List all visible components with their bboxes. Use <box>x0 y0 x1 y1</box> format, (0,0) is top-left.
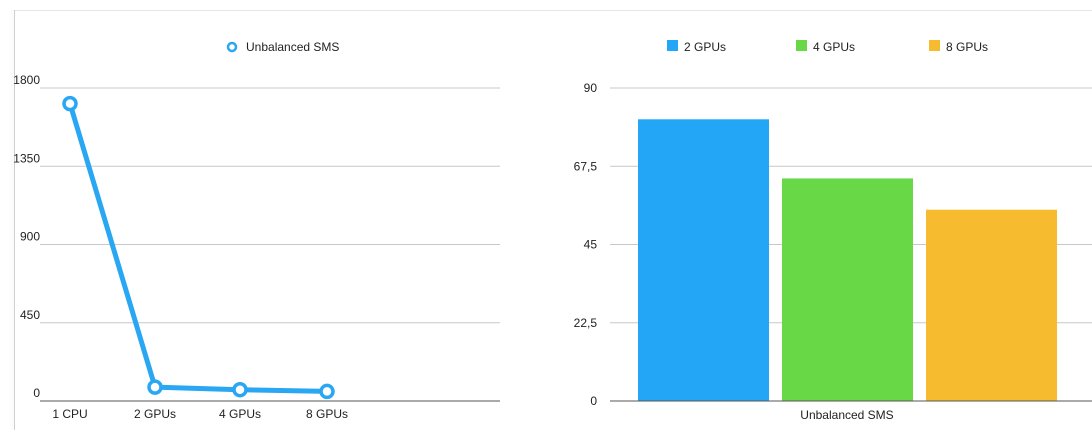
legend-label: 4 GPUs <box>813 40 855 54</box>
legend-marker-icon <box>226 41 238 53</box>
x-tick-label: 4 GPUs <box>219 407 261 421</box>
y-tick-label: 450 <box>20 308 40 322</box>
legend-label: 2 GPUs <box>684 40 726 54</box>
y-tick-label: 90 <box>584 81 598 95</box>
data-point <box>147 379 163 395</box>
legend-swatch-icon <box>929 40 940 51</box>
frame-left-border <box>14 10 15 430</box>
y-tick-label: 0 <box>590 394 597 408</box>
y-tick-label: 45 <box>584 238 598 252</box>
x-tick-label: 2 GPUs <box>134 407 176 421</box>
y-tick-label: 900 <box>20 230 40 244</box>
y-tick-label: 67,5 <box>574 159 598 173</box>
y-tick-label: 1800 <box>13 73 40 87</box>
y-tick-label: 0 <box>33 386 40 400</box>
y-tick-label: 1350 <box>13 151 40 165</box>
data-point <box>232 381 248 398</box>
bar <box>782 178 913 401</box>
legend-swatch-icon <box>796 40 807 51</box>
x-tick-label: 8 GPUs <box>306 407 348 421</box>
bar-chart: 0 22,5 45 67,5 90 Unbalanced SMS 2 GPUs 4 GPUs 8… <box>574 40 1092 422</box>
frame-top-border <box>14 10 1092 11</box>
line-chart: 0 450 900 1350 1800 1 CPU 2 GPUs 4 GPUs 8 GPUs Un… <box>13 40 500 421</box>
series-line <box>67 101 330 394</box>
x-tick-label: 1 CPU <box>52 407 87 421</box>
legend-swatch-icon <box>667 40 678 51</box>
y-tick-label: 22,5 <box>574 316 598 330</box>
data-point <box>62 95 78 112</box>
data-point <box>319 383 335 400</box>
legend-label: 8 GPUs <box>946 40 988 54</box>
x-tick-label: Unbalanced SMS <box>800 408 893 422</box>
bar <box>638 119 769 402</box>
bar <box>926 209 1057 401</box>
legend-label: Unbalanced SMS <box>246 40 339 54</box>
